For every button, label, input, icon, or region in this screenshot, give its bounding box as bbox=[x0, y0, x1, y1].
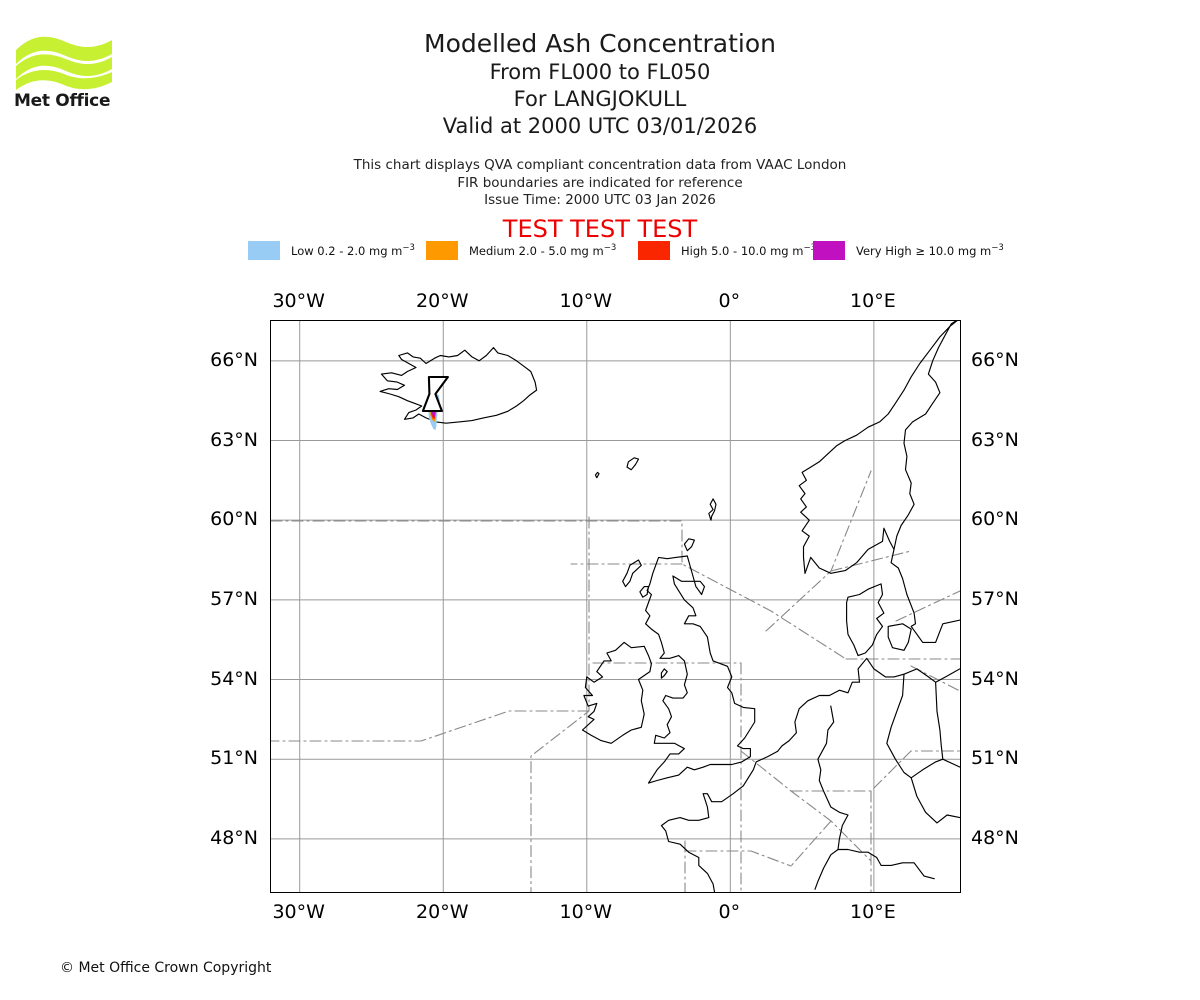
lat-tick-left-63°N: 63°N bbox=[210, 428, 258, 451]
legend-swatch-1 bbox=[426, 240, 458, 260]
coastline-segment-16 bbox=[594, 471, 600, 479]
lat-tick-left-60°N: 60°N bbox=[210, 508, 258, 531]
legend-entry-2: High 5.0 - 10.0 mg m−3 bbox=[638, 240, 816, 260]
lon-tick-top-0°: 0° bbox=[718, 290, 741, 312]
lat-tick-left-51°N: 51°N bbox=[210, 747, 258, 770]
coastline-segment-19 bbox=[910, 777, 960, 824]
brand-name: Met Office bbox=[14, 91, 111, 111]
coastline-segment-18 bbox=[886, 673, 944, 779]
coastline-segment-10 bbox=[708, 498, 717, 521]
lat-tick-right-66°N: 66°N bbox=[971, 348, 1019, 371]
lat-tick-left-66°N: 66°N bbox=[210, 348, 258, 371]
legend-label-1: Medium 2.0 - 5.0 mg m−3 bbox=[469, 242, 617, 258]
title-volcano: For LANGJOKULL bbox=[513, 87, 687, 111]
coastline-segment-15 bbox=[660, 668, 668, 679]
notes-block: This chart displays QVA compliant concen… bbox=[0, 157, 1200, 210]
note-fir: FIR boundaries are indicated for referen… bbox=[457, 174, 743, 191]
coastline-segment-9 bbox=[660, 750, 779, 892]
lon-tick-bottom-10°E: 10°E bbox=[850, 901, 896, 923]
lat-tick-right-48°N: 48°N bbox=[971, 826, 1019, 849]
coastline-segment-1 bbox=[645, 555, 756, 784]
coastline-segment-5 bbox=[893, 321, 957, 550]
lat-tick-left-48°N: 48°N bbox=[210, 826, 258, 849]
legend-label-0: Low 0.2 - 2.0 mg m−3 bbox=[291, 242, 415, 258]
lon-tick-top-10°E: 10°E bbox=[850, 290, 896, 312]
title-block: Modelled Ash Concentration From FL000 to… bbox=[0, 28, 1200, 140]
coastline-segment-8 bbox=[777, 657, 960, 752]
fir-boundaries bbox=[271, 470, 960, 892]
legend-swatch-0 bbox=[248, 240, 280, 260]
coastline-segment-6 bbox=[846, 583, 885, 657]
lon-tick-top-30°W: 30°W bbox=[272, 290, 325, 312]
lon-tick-bottom-30°W: 30°W bbox=[272, 901, 325, 923]
lon-tick-bottom-0°: 0° bbox=[718, 901, 741, 923]
coastline-segment-14 bbox=[639, 586, 650, 598]
legend-entry-1: Medium 2.0 - 5.0 mg m−3 bbox=[426, 240, 616, 260]
title-flight-levels: From FL000 to FL050 bbox=[489, 60, 711, 84]
test-banner: TEST TEST TEST bbox=[502, 215, 698, 243]
lon-tick-top-20°W: 20°W bbox=[416, 290, 469, 312]
coastline-segment-20 bbox=[942, 758, 960, 768]
page-title: Modelled Ash Concentration bbox=[424, 29, 776, 58]
coastlines bbox=[379, 321, 960, 892]
coastline-segment-7 bbox=[887, 623, 912, 651]
lon-tick-bottom-20°W: 20°W bbox=[416, 901, 469, 923]
coastline-segment-2 bbox=[581, 641, 652, 744]
legend-entry-0: Low 0.2 - 2.0 mg m−3 bbox=[248, 240, 415, 260]
lon-tick-top-10°W: 10°W bbox=[559, 290, 613, 312]
coastline-segment-4 bbox=[798, 321, 958, 574]
title-valid-time: Valid at 2000 UTC 03/01/2026 bbox=[442, 114, 758, 138]
legend-entry-3: Very High ≥ 10.0 mg m−3 bbox=[813, 240, 1004, 260]
lat-tick-right-63°N: 63°N bbox=[971, 428, 1019, 451]
lat-tick-left-54°N: 54°N bbox=[210, 667, 258, 690]
concentration-legend: Low 0.2 - 2.0 mg m−3 Medium 2.0 - 5.0 mg … bbox=[248, 240, 1004, 260]
copyright-notice: © Met Office Crown Copyright bbox=[60, 960, 272, 976]
volcano-source-marker bbox=[421, 375, 449, 413]
ash-concentration-map[interactable] bbox=[270, 320, 961, 893]
legend-label-2: High 5.0 - 10.0 mg m−3 bbox=[681, 242, 816, 258]
note-issue-time: Issue Time: 2000 UTC 03 Jan 2026 bbox=[484, 192, 716, 208]
legend-label-3: Very High ≥ 10.0 mg m−3 bbox=[856, 242, 1004, 258]
met-office-logo: Met Office bbox=[14, 28, 114, 113]
legend-swatch-2 bbox=[638, 240, 670, 260]
coastline-segment-21 bbox=[837, 848, 935, 880]
lat-tick-right-51°N: 51°N bbox=[971, 747, 1019, 770]
map-canvas bbox=[271, 321, 960, 892]
legend-swatch-3 bbox=[813, 240, 845, 260]
lat-tick-right-54°N: 54°N bbox=[971, 667, 1019, 690]
coastline-segment-11 bbox=[683, 538, 695, 552]
lat-tick-right-60°N: 60°N bbox=[971, 508, 1019, 531]
coastline-segment-13 bbox=[622, 559, 642, 588]
coastline-segment-0 bbox=[379, 347, 538, 424]
coastline-segment-12 bbox=[626, 457, 640, 471]
map-frame bbox=[270, 320, 961, 893]
coastline-segment-3 bbox=[804, 527, 960, 643]
met-office-waves-logo-icon bbox=[16, 36, 112, 90]
lon-tick-bottom-10°W: 10°W bbox=[559, 901, 613, 923]
map-gridlines bbox=[271, 321, 960, 892]
coastline-segment-17 bbox=[817, 705, 849, 851]
note-qva: This chart displays QVA compliant concen… bbox=[353, 157, 847, 173]
coastline-segment-23 bbox=[814, 848, 839, 890]
lat-tick-right-57°N: 57°N bbox=[971, 587, 1019, 610]
lat-tick-left-57°N: 57°N bbox=[210, 587, 258, 610]
